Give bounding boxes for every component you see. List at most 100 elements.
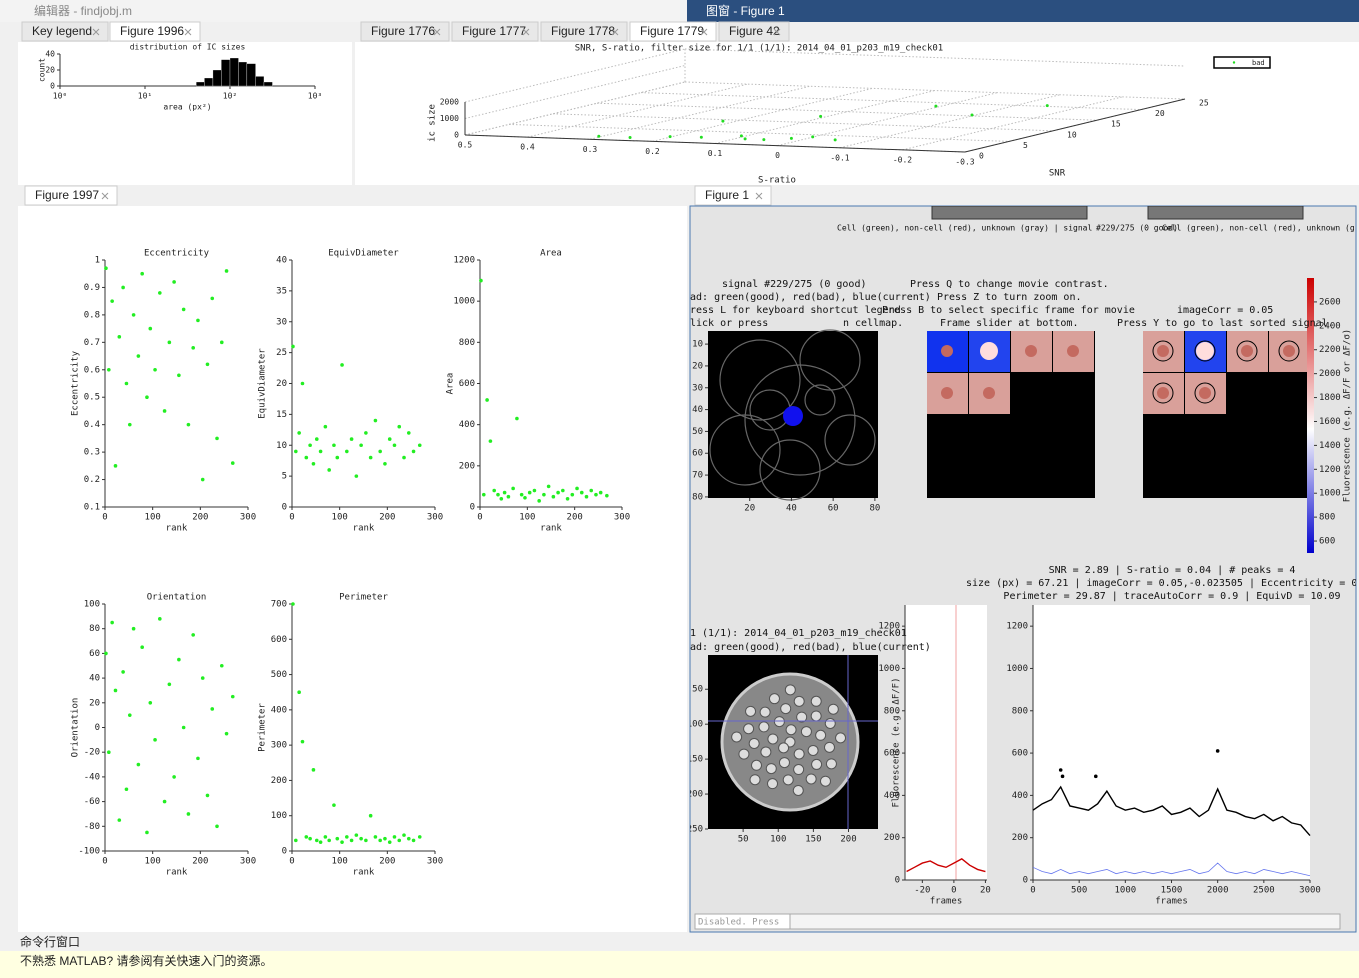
y-tick-label: 0: [282, 503, 287, 513]
y-tick-label: 0: [50, 82, 55, 91]
point: [117, 335, 122, 339]
point: [297, 431, 301, 435]
peak-marker: [1215, 749, 1220, 753]
x-tick-label: 2000: [1207, 886, 1229, 896]
x-tick-label: 0: [289, 513, 294, 523]
figure-text: size (px) = 67.21 | imageCorr = 0.05,-0.…: [966, 578, 1357, 589]
point: [479, 278, 483, 283]
y-tick-label: 400: [271, 705, 287, 715]
y-tick-label: 0.4: [84, 420, 100, 430]
point: [594, 492, 598, 497]
y-tick-label: 0.6: [84, 365, 100, 375]
x-tick-label: 40: [786, 504, 797, 514]
point: [335, 455, 340, 460]
point: [131, 626, 136, 631]
point: [699, 135, 703, 139]
tab: [109, 21, 201, 42]
tab: [21, 21, 109, 42]
y-tick-label: 2200: [1319, 345, 1341, 355]
tab-label[interactable]: Figure 1779: [640, 24, 704, 38]
tab-close[interactable]: [92, 28, 100, 36]
point: [297, 690, 301, 695]
y-tick-label: 60: [89, 649, 100, 659]
point: [340, 363, 344, 367]
movie-cell: [745, 705, 757, 717]
tab-close[interactable]: [522, 28, 530, 36]
bar: [204, 77, 214, 87]
tab-close[interactable]: [184, 28, 192, 36]
point: [181, 307, 186, 312]
y-tick-label: 1000: [1006, 664, 1028, 674]
grid-line: [464, 81, 686, 136]
tab-label[interactable]: Figure 1777: [462, 24, 526, 38]
tab-label[interactable]: Figure 1: [705, 188, 749, 202]
grid-line: [684, 81, 1186, 100]
tab-close[interactable]: [755, 192, 763, 200]
point: [934, 104, 938, 108]
x-tick-label: 10²: [223, 92, 237, 101]
tab-close[interactable]: [611, 28, 619, 36]
point: [148, 701, 153, 705]
tile-blob: [983, 387, 995, 399]
y-tick-label: 20: [276, 379, 287, 389]
tab-label[interactable]: Figure 1996: [120, 24, 184, 38]
bar: [263, 81, 273, 87]
figure-text: n cellmap.: [843, 318, 903, 329]
y-tick-label: 70: [692, 471, 703, 481]
tab-label[interactable]: Figure 1776: [371, 24, 435, 38]
point: [107, 750, 111, 754]
tab-close[interactable]: [773, 28, 781, 36]
movie-cell: [731, 731, 743, 743]
tab-label[interactable]: Figure 42: [729, 24, 780, 38]
tab: [360, 21, 450, 42]
y-tick-label: 0.2: [84, 475, 100, 485]
tab-label[interactable]: Figure 1997: [35, 188, 99, 202]
cell-outline: [804, 384, 836, 416]
tile-blob: [941, 345, 953, 357]
tab-close[interactable]: [433, 28, 441, 36]
figure-text: ad: green(good), red(bad), blue(current): [690, 292, 931, 303]
point: [368, 813, 373, 818]
tile-outline: [1194, 382, 1216, 404]
tab-close[interactable]: [700, 28, 708, 36]
y-tick-label: 1200: [453, 256, 475, 266]
grid-line: [652, 87, 873, 142]
y-tick-label: 5: [1023, 141, 1028, 150]
point: [186, 812, 191, 816]
y-tick-label: 1200: [1319, 465, 1341, 475]
point: [215, 824, 219, 829]
axes-title: distribution of IC sizes: [130, 43, 246, 52]
point: [492, 488, 497, 493]
x-tick-label: 100: [770, 835, 786, 845]
point: [397, 838, 402, 843]
tile-blob: [1199, 387, 1211, 399]
movie-cell: [780, 703, 792, 715]
movie-cell: [827, 703, 839, 715]
tile-blob: [1157, 345, 1169, 357]
x-tick-label: 300: [240, 513, 256, 523]
point: [210, 296, 215, 301]
point: [335, 836, 340, 841]
movie-cell: [782, 774, 794, 786]
point: [327, 468, 331, 472]
point: [575, 486, 579, 491]
x-tick-label: 200: [567, 513, 583, 523]
editor-titlebar: [0, 0, 687, 22]
y-axis-label: Orientation: [71, 698, 81, 758]
point: [104, 651, 108, 656]
z-axis-label: ic size: [428, 104, 438, 142]
movie-cell: [767, 733, 779, 745]
tab: [718, 21, 790, 42]
axis-line: [464, 134, 966, 153]
grid-line: [777, 92, 998, 147]
tab-label[interactable]: Key legend: [32, 24, 92, 38]
tab-label[interactable]: Figure 1778: [551, 24, 615, 38]
point: [397, 424, 402, 429]
slider: [1147, 206, 1304, 220]
point: [584, 494, 589, 499]
tab-close[interactable]: [101, 192, 109, 200]
y-axis-label: Area: [446, 373, 456, 395]
y-tick-label: 0: [95, 723, 100, 733]
point: [177, 373, 181, 378]
